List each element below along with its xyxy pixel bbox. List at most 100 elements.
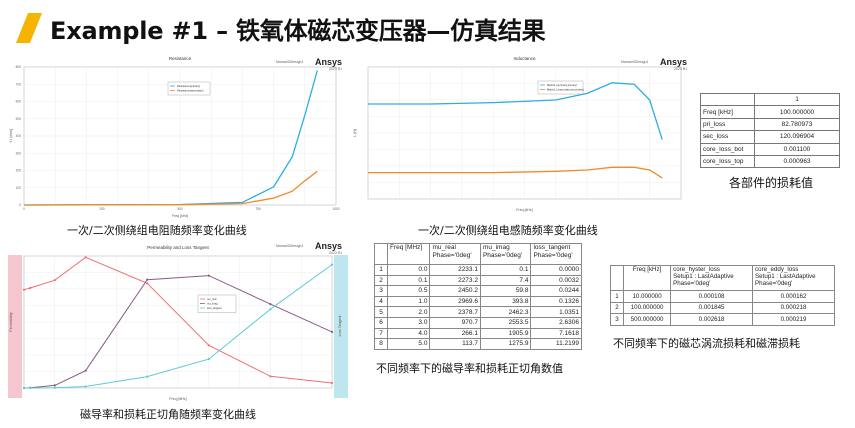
table-cell: core_loss_top [700, 154, 755, 169]
legend-entry: Resistance(secondary) [177, 89, 204, 93]
table-row: 1 10.000000 0.000108 0.000162 [610, 290, 835, 303]
resistance-chart-svg: Resistance Freq [kHz] Y1 [ohm] 0 100 200 300 40… [9, 56, 340, 218]
chart-title: Inductance [513, 56, 536, 61]
table-cell: 2462.3 [479, 306, 532, 318]
data-point [29, 386, 32, 390]
left-axis-band [8, 255, 22, 398]
table-row: 4 1.0 2969.6 393.8 0.1326 [374, 295, 582, 308]
loss-table: 1 Freq [kHz] 100.000000 pri_loss 82.7809… [700, 92, 840, 169]
legend-entry: Resistance(primary) [177, 84, 200, 88]
table-cell: 2 [610, 301, 624, 315]
data-point [330, 263, 334, 266]
table-row: 3 500.000000 0.002618 0.000219 [610, 313, 835, 326]
data-point [146, 282, 149, 285]
table-cell: 2.6306 [530, 316, 582, 329]
x-tick-label: 250 [99, 207, 105, 211]
resistance-plot: Resistance Freq [kHz] Y1 [ohm] 0 100 200 300 40… [8, 56, 348, 218]
table-cell: 1275.9 [479, 338, 532, 350]
table-cell: 2233.1 [429, 264, 481, 276]
table-row: sec_loss 120.096904 [700, 130, 840, 144]
table-cell: 6 [374, 316, 388, 329]
data-point [269, 303, 272, 306]
table-cell: 0.002618 [670, 313, 754, 326]
data-point [207, 357, 210, 361]
table-cell: 0.0000 [530, 264, 582, 276]
legend-box [167, 81, 211, 96]
y-tick-label: 600 [16, 100, 22, 104]
brand-logo: Ansys [315, 241, 343, 251]
data-point [29, 286, 32, 290]
accent-slash [15, 13, 43, 43]
table-row: 2 100.000000 0.001845 0.000218 [610, 301, 835, 315]
legend-entry: mu_imag [207, 302, 218, 306]
right-axis-band [334, 255, 348, 398]
table-cell: 2969.6 [429, 295, 481, 308]
permeability-plot: Permeability and Loss Tangent Freq [MHz] P… [8, 240, 348, 401]
table-cell: 0.000963 [754, 154, 840, 169]
x-axis-label: Freq [kHz] [516, 208, 532, 212]
table-cell: 4.0 [386, 327, 431, 340]
data-point [22, 288, 26, 291]
caption-resistance: 一次/二次侧绕组电阻随频率变化曲线 [67, 224, 247, 237]
table-cell: pri_loss [700, 117, 755, 132]
table-cell: 1 [610, 290, 624, 303]
table-cell: 0.001845 [670, 301, 754, 315]
y-tick-label: 100 [16, 186, 22, 190]
table-cell: core_loss_bot [700, 142, 755, 156]
table-cell: 113.7 [429, 338, 481, 350]
table-cell: 3 [610, 313, 624, 326]
brand-logo: Ansys [660, 57, 688, 67]
design-name: Maxwell3Design1 [276, 60, 304, 64]
data-point [269, 308, 272, 311]
legend-entry: loss_tangent [207, 306, 222, 310]
table-cell: 0.000162 [752, 290, 835, 303]
data-point [207, 344, 210, 347]
table-cell: Freq [kHz] [700, 105, 755, 119]
caption-inductance: 一次/二次侧绕组电感随频率变化曲线 [418, 224, 598, 237]
caption-permeability: 磁导率和损耗正切角随频率变化曲线 [80, 408, 256, 421]
legend-box [197, 294, 237, 313]
table-cell: 2553.5 [479, 316, 532, 329]
table-header-cell: core_eddy_loss Setup1 : LastAdaptive Phase… [752, 265, 835, 291]
y2-axis-label: Loss Tangent [338, 316, 342, 337]
table-header-cell: mu_imag Phase='0deg' [479, 243, 532, 265]
table-cell: 2.0 [386, 306, 431, 318]
table-cell: 100.000000 [622, 301, 672, 315]
table-cell: 1.0351 [530, 306, 582, 318]
table-cell: 0.000218 [752, 301, 835, 315]
core-loss-table: Freq [kHz] core_hyster_loss Setup1 : Last… [610, 265, 835, 326]
table-row: core_loss_bot 0.001100 [700, 142, 840, 156]
table-cell: 0.1 [386, 274, 431, 287]
table-cell: 0.0032 [530, 274, 582, 287]
legend-entry: Matrix1.L(secondary,secondary) [547, 88, 584, 92]
caption-losses: 各部件的损耗值 [729, 176, 814, 190]
table-header-cell [610, 265, 624, 291]
table-cell: 0.000108 [670, 290, 754, 303]
brand-version: 2023 R1 [329, 251, 343, 255]
table-cell: 0.1 [479, 264, 532, 276]
series-line-Matrix1.L(secondary,secondary) [368, 166, 663, 179]
legend-entry: Matrix1.L(primary,primary) [547, 83, 577, 87]
brand-version: 2023 R1 [329, 67, 343, 71]
table-cell: 0.1326 [530, 295, 582, 308]
table-row: 5 2.0 2378.7 2462.3 1.0351 [374, 306, 582, 318]
legend-entry: mu_real [207, 297, 217, 301]
data-point [53, 279, 56, 282]
y-axis-label: Permeability [9, 312, 13, 332]
table-cell: 7 [374, 327, 388, 340]
design-name: Maxwell3Design1 [276, 244, 304, 248]
page-title: Example #1 – 铁氧体磁芯变压器—仿真结果 [50, 16, 546, 45]
table-cell: 100.000000 [754, 105, 840, 119]
y-tick-label: 400 [16, 134, 22, 138]
inductance-plot: Inductance Freq [kHz] L [H] Matrix1.L(prima… [353, 56, 693, 212]
slide-title: Example #1 – 铁氧体磁芯变压器—仿真结果 [15, 10, 546, 46]
y-tick-label: 500 [16, 117, 22, 121]
data-point [146, 278, 149, 281]
table-cell: 2 [374, 274, 388, 287]
series-line-Resistance(secondary) [23, 170, 318, 206]
brand-version: 2023 R1 [674, 67, 688, 71]
y-axis-label: Y1 [ohm] [9, 129, 13, 143]
data-point [53, 384, 56, 387]
series-line-loss_tangent [24, 264, 333, 389]
x-tick-label: 500 [177, 207, 183, 211]
